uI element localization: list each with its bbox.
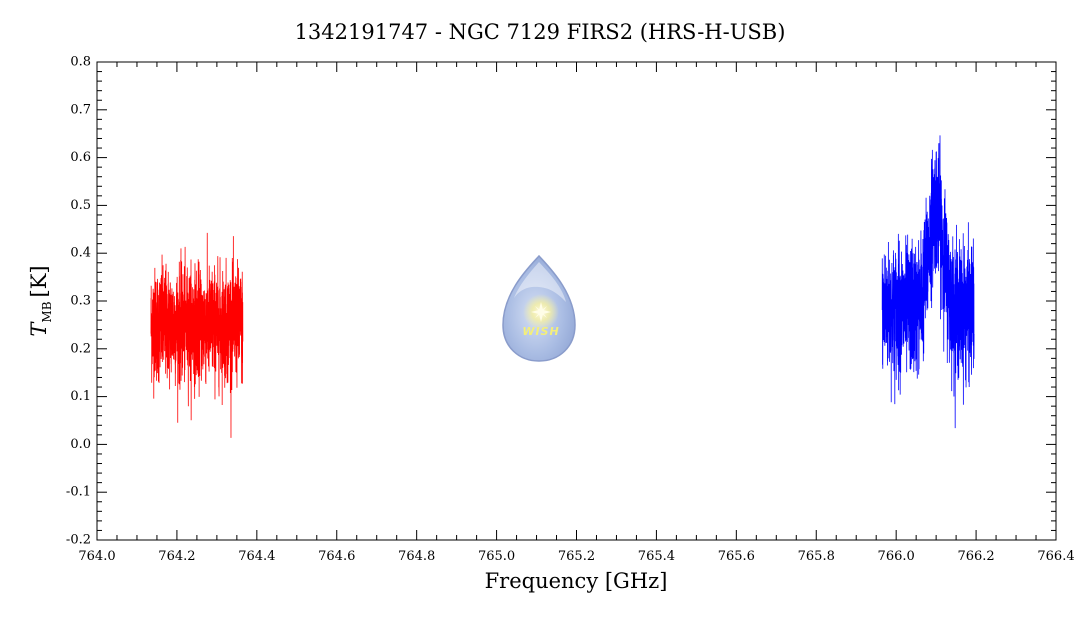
ticks-layer bbox=[96, 61, 1057, 541]
y-axis-label-subscript: MB bbox=[40, 301, 54, 322]
x-tick-label: 764.0 bbox=[78, 549, 115, 564]
wish-logo: WISH bbox=[502, 254, 576, 362]
x-tick-label: 764.6 bbox=[318, 549, 355, 564]
y-axis-label-unit: [K] bbox=[27, 265, 51, 297]
wish-logo-text: WISH bbox=[522, 325, 559, 338]
x-tick-label: 764.2 bbox=[158, 549, 195, 564]
chart-title: 1342191747 - NGC 7129 FIRS2 (HRS-H-USB) bbox=[295, 20, 786, 44]
y-tick-label: 0.7 bbox=[70, 102, 91, 117]
y-axis-label-symbol: T bbox=[27, 321, 51, 337]
y-tick-label: -0.2 bbox=[66, 533, 91, 548]
y-tick-label: 0.5 bbox=[70, 198, 91, 213]
x-tick-label: 765.8 bbox=[798, 549, 835, 564]
tick-labels-layer: 764.0 764.2 764.4 764.6 764.8 765.0 765.2 765.4… bbox=[66, 55, 1075, 565]
x-tick-label: 766.0 bbox=[878, 549, 915, 564]
x-tick-label: 765.0 bbox=[478, 549, 515, 564]
series-layer bbox=[150, 135, 975, 438]
x-tick-label: 766.4 bbox=[1037, 549, 1074, 564]
x-tick-label: 765.2 bbox=[558, 549, 595, 564]
star-icon bbox=[531, 302, 551, 322]
y-tick-label: 0.0 bbox=[70, 437, 91, 452]
x-tick-label: 764.8 bbox=[398, 549, 435, 564]
y-tick-label: 0.4 bbox=[70, 246, 91, 261]
y-tick-label: 0.8 bbox=[70, 55, 91, 70]
y-tick-label: 0.1 bbox=[70, 389, 91, 404]
y-tick-label: 0.2 bbox=[70, 341, 91, 356]
x-tick-label: 766.2 bbox=[957, 549, 994, 564]
x-tick-label: 765.4 bbox=[638, 549, 675, 564]
y-tick-label: 0.6 bbox=[70, 150, 91, 165]
x-axis-label: Frequency [GHz] bbox=[485, 569, 668, 593]
y-tick-label: 0.3 bbox=[70, 294, 91, 309]
y-tick-label: -0.1 bbox=[66, 485, 91, 500]
spectrum-series-2 bbox=[881, 135, 975, 429]
y-axis-label: TMB [K] bbox=[27, 265, 54, 336]
x-tick-label: 764.4 bbox=[238, 549, 275, 564]
spectrum-series-1 bbox=[150, 232, 244, 438]
x-tick-label: 765.6 bbox=[718, 549, 755, 564]
